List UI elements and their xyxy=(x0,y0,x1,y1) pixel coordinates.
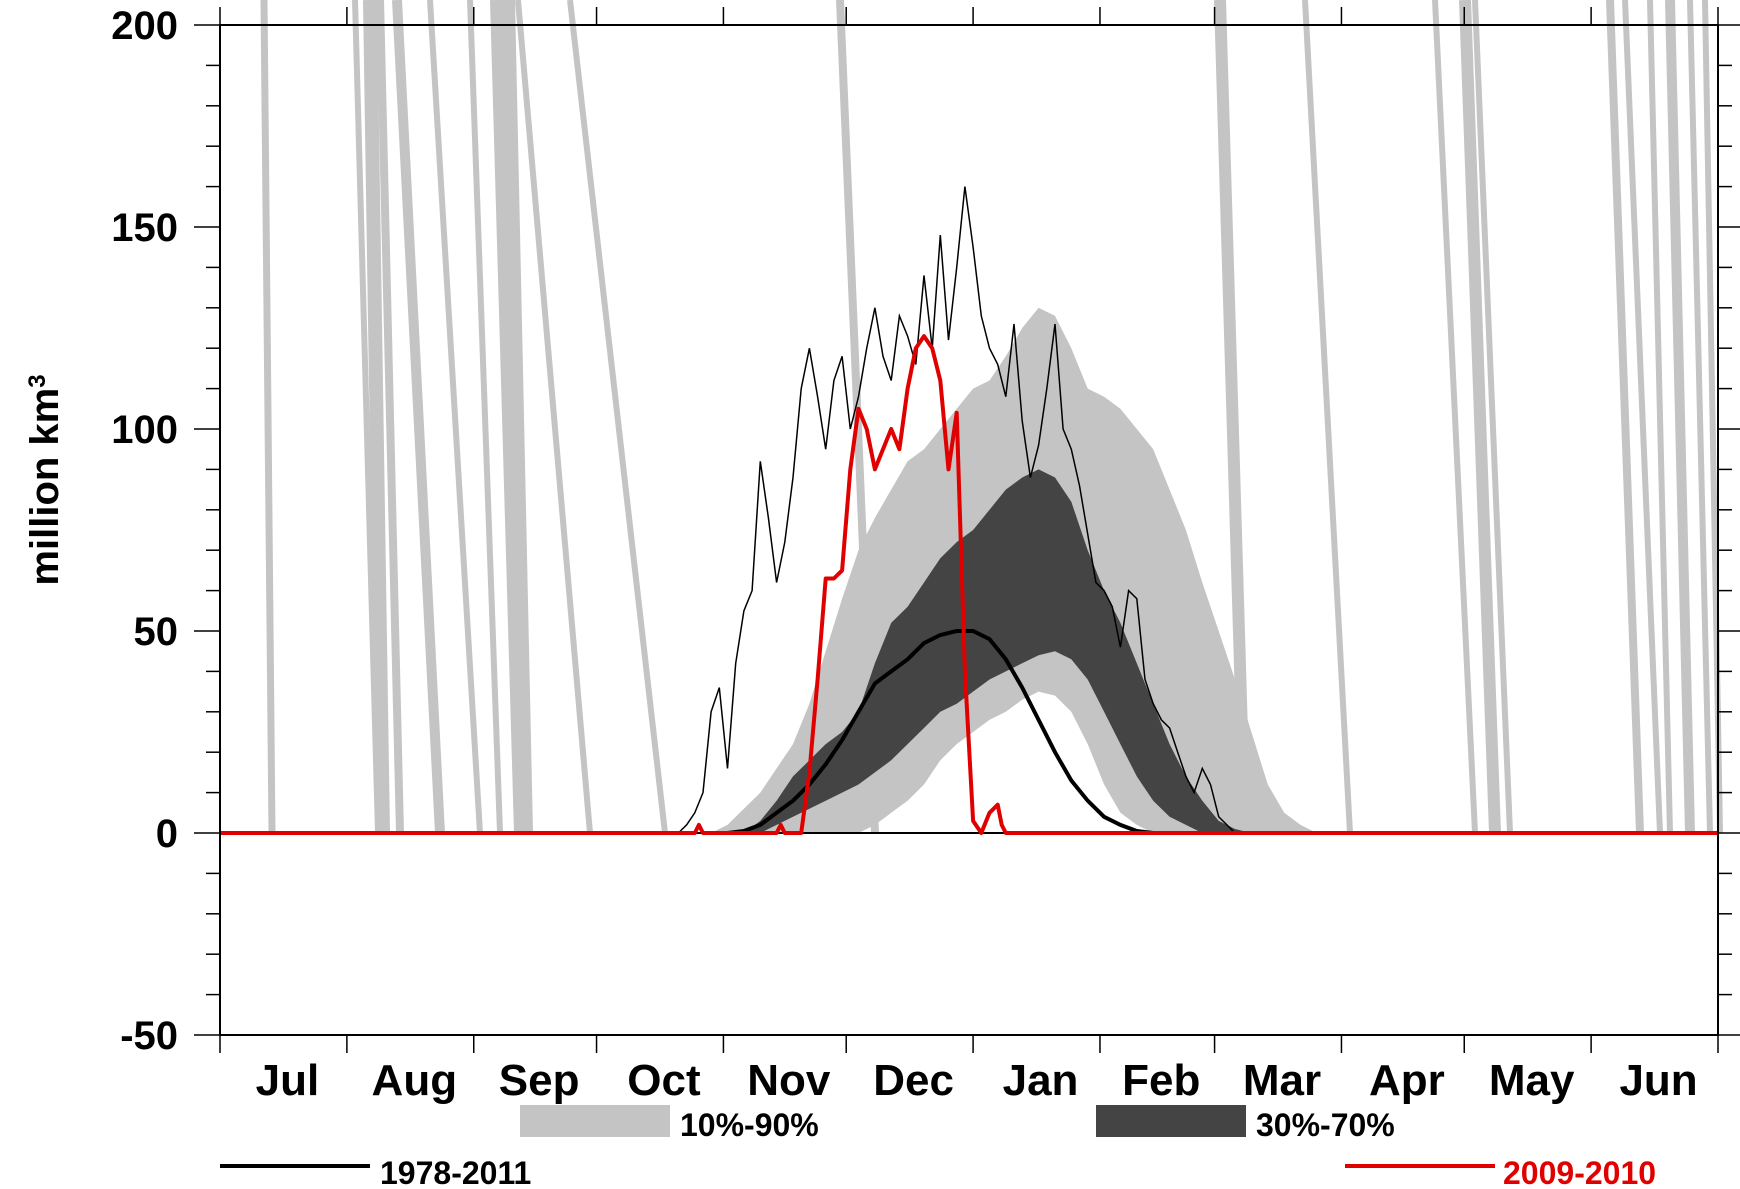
y-tick-label: 200 xyxy=(111,4,178,48)
x-tick-label: Jun xyxy=(1619,1056,1697,1105)
legend-swatch xyxy=(520,1105,670,1137)
streak-line xyxy=(1459,0,1501,834)
series-lines xyxy=(220,186,1718,835)
y-tick-label: 150 xyxy=(111,206,178,250)
x-tick-label: Aug xyxy=(372,1056,458,1105)
legend-label: 2009-2010 xyxy=(1503,1155,1656,1189)
x-tick-label: Nov xyxy=(747,1056,831,1105)
x-tick-label: Jul xyxy=(256,1056,320,1105)
x-tick-label: Sep xyxy=(499,1056,580,1105)
plot-frame xyxy=(219,24,1719,1036)
streak-line xyxy=(1302,0,1353,834)
legend-label: 1978-2011 xyxy=(380,1155,531,1189)
streak-line xyxy=(1432,0,1478,834)
streak-line xyxy=(363,0,390,834)
x-tick-label: Feb xyxy=(1122,1056,1200,1105)
streak-line xyxy=(376,0,404,834)
axes: -50 0 50 100 150 200 Jul Aug Sep Oct Nov Dec Jan Feb M… xyxy=(111,4,1740,1105)
maximum-line xyxy=(677,186,1301,834)
y-tick-label: 100 xyxy=(111,408,178,452)
streak-line xyxy=(567,0,668,834)
streak-line xyxy=(467,0,503,834)
streak-line xyxy=(515,0,593,834)
x-tick-label: Apr xyxy=(1369,1056,1445,1105)
x-tick-label: May xyxy=(1489,1056,1575,1105)
legend-swatch xyxy=(1096,1105,1246,1137)
streak-line xyxy=(392,0,445,834)
y-axis-label-superscript: 3 xyxy=(24,374,51,387)
y-tick-label: 0 xyxy=(156,812,178,856)
streak-line xyxy=(1214,0,1251,834)
streak-line xyxy=(499,0,533,834)
y-tick-label: -50 xyxy=(120,1014,178,1058)
x-tick-label: Dec xyxy=(873,1056,954,1105)
legend-label: 30%-70% xyxy=(1256,1107,1395,1143)
x-tick-label: Oct xyxy=(627,1056,701,1105)
x-tick-label: Jan xyxy=(1003,1056,1079,1105)
streak-line xyxy=(1687,0,1713,834)
legend-label: 10%-90% xyxy=(680,1107,819,1143)
streak-line xyxy=(1606,0,1644,834)
streak-line xyxy=(1472,0,1513,834)
streak-line xyxy=(1647,0,1673,834)
x-tick-label: Mar xyxy=(1243,1056,1321,1105)
streak-line xyxy=(1622,0,1663,834)
y-axis-label: million km3 xyxy=(23,374,67,585)
streak-line xyxy=(260,0,276,834)
streak-line xyxy=(427,0,483,834)
current-season-line xyxy=(220,334,1718,835)
y-tick-label: 50 xyxy=(134,610,179,654)
streak-line xyxy=(1665,0,1695,834)
legend: 10%-90% 30%-70% 1978-2011 2009-2010 xyxy=(220,1105,1656,1189)
